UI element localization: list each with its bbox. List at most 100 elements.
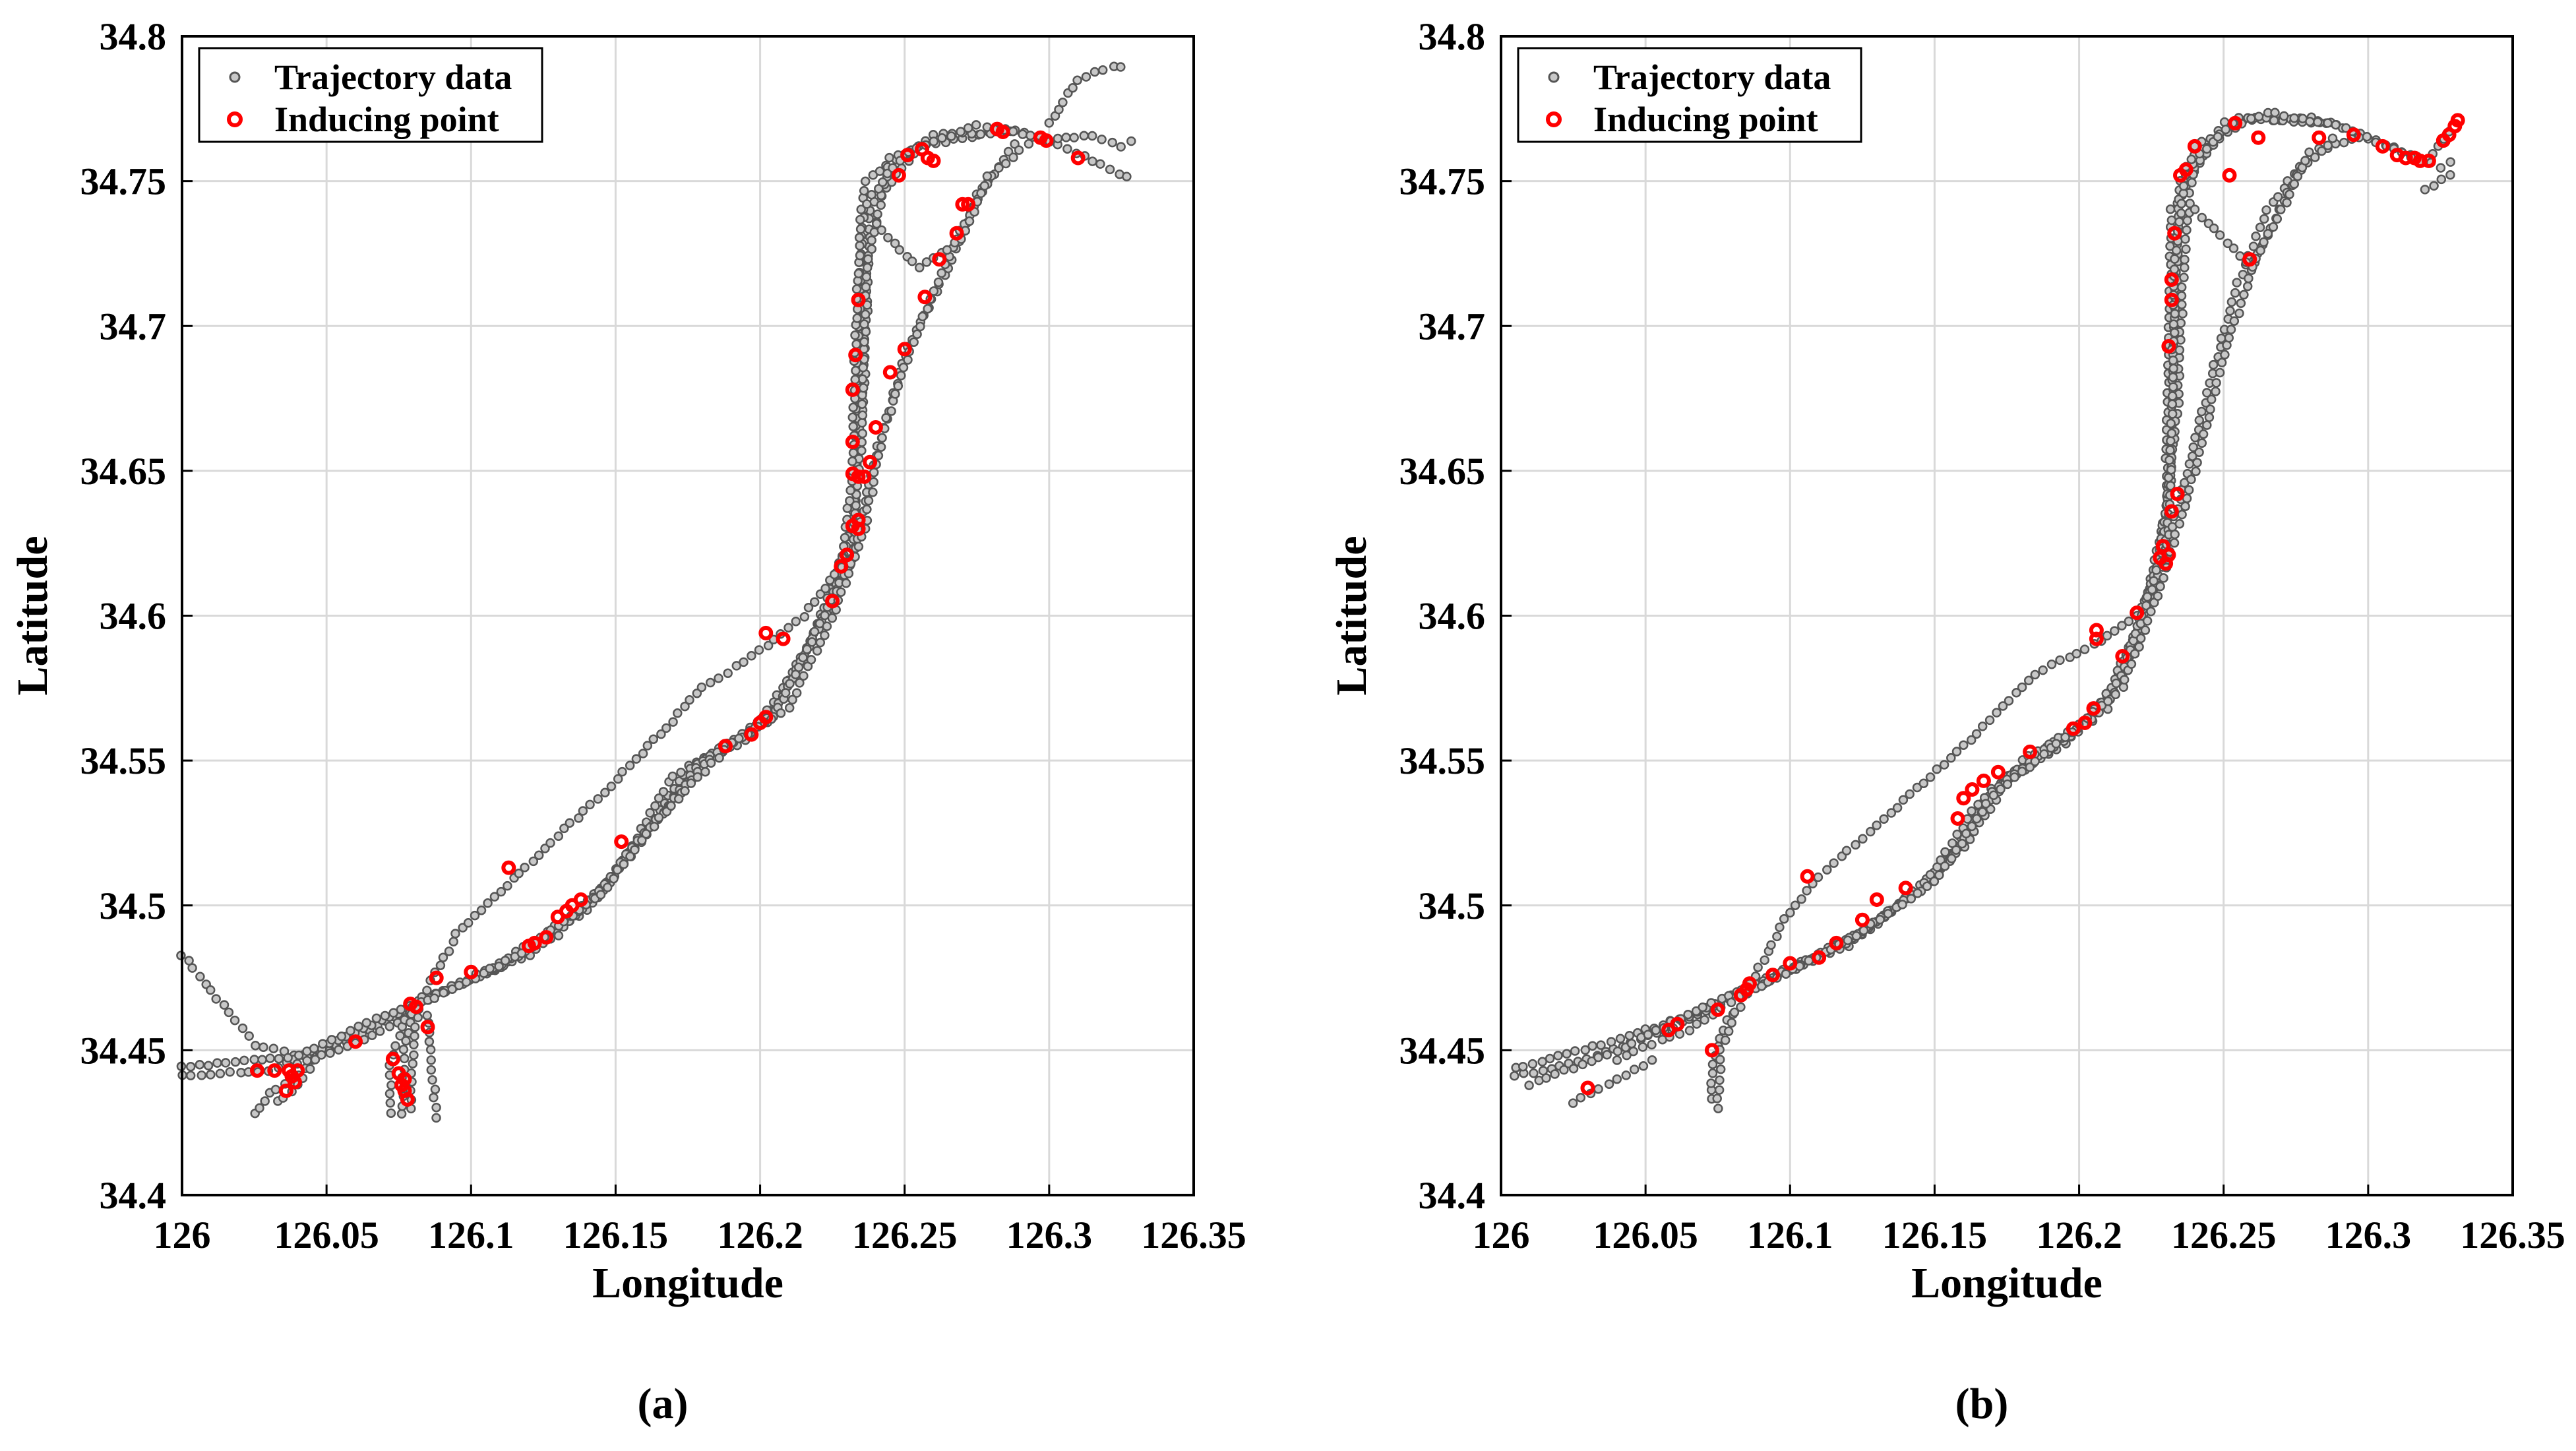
trajectory-point [270,1084,281,1095]
trajectory-point [2282,197,2292,208]
trajectory-point [666,801,676,811]
inducing-point [400,1092,415,1107]
trajectory-point [851,501,861,510]
trajectory-point [862,505,872,514]
inducing-point [1898,880,1913,896]
trajectory-point [863,495,874,506]
trajectory-point [2362,132,2372,142]
trajectory-point [696,682,707,693]
trajectory-point [1961,828,1971,839]
trajectory-point [438,952,448,962]
trajectory-point [2174,518,2185,529]
inducing-point [758,625,774,640]
inducing-point [995,125,1010,139]
x-tick-label: 126.1 [428,1214,514,1256]
grid [181,35,1195,1196]
trajectory-point [2445,170,2455,180]
trajectory-point [692,772,702,782]
trajectory-point [850,330,860,340]
trajectory-point [754,645,764,655]
trajectory-point [2276,204,2286,214]
trajectory-point [494,961,504,972]
trajectory-point [1604,1079,1614,1089]
trajectory-point [2011,688,2021,698]
trajectory-point [851,284,862,294]
trajectory-point [2030,669,2040,680]
trajectory-point [2103,696,2113,706]
inducing-point [718,739,733,754]
trajectory-point [802,644,812,654]
inducing-point [539,930,554,945]
panel-label-a: (a) [638,1380,689,1428]
trajectory-point [1518,1061,1528,1072]
x-tick-label: 126.25 [2171,1214,2277,1256]
trajectory-point [1053,133,1063,144]
trajectory-point [815,637,826,648]
trajectory-point [2209,223,2219,233]
legend-label-inducing: Inducing point [1593,100,1818,139]
trajectory-point [787,695,797,705]
trajectory-point [867,235,876,245]
trajectory-point [1116,62,1126,72]
trajectory-point [2176,199,2186,208]
trajectory-point [2273,192,2283,202]
inducing-point [1965,782,1980,797]
trajectory-point [929,286,939,296]
trajectory-point [1706,1078,1716,1088]
trajectory-point [617,766,627,777]
trajectory-point [2166,436,2176,446]
trajectory-point [2226,324,2236,334]
trajectory-point [1996,784,2006,794]
trajectory-point [1622,1050,1632,1061]
trajectory-point [435,960,446,970]
trajectory-point [1044,118,1055,128]
inducing-point [2187,139,2202,154]
trajectory-point [427,1075,437,1085]
trajectory-point [1858,834,1868,844]
y-tick-label: 34.45 [1399,1029,1486,1072]
trajectory-point [851,365,861,376]
trajectory-point [878,177,888,187]
trajectory-point [2197,438,2207,448]
trajectory-point [2055,655,2065,665]
inducing-point [278,1083,293,1098]
trajectory-point [1886,808,1897,818]
trajectory-point [890,238,900,249]
trajectory-point [2180,262,2190,272]
trajectory-point [1851,840,1860,850]
trajectory-point [714,753,724,763]
trajectory-point [185,1070,196,1080]
trajectory-point [2201,144,2212,154]
trajectory-point [1628,1046,1638,1057]
trajectory-point [219,1000,230,1010]
trajectory-point [1088,156,1097,166]
trajectory-point [2248,241,2259,251]
trajectory-point [2126,659,2137,669]
trajectory-point [2155,581,2165,592]
trajectory-point [2242,281,2253,292]
trajectory-point [2208,359,2219,370]
trajectory-point [2289,113,2299,123]
trajectory-point [894,245,905,255]
trajectory-point [2187,177,2197,188]
trajectory-point [375,1026,385,1036]
trajectory-point [795,678,805,688]
inducing-point [900,148,915,163]
trajectory-point [1713,1103,1723,1113]
trajectory-point [979,181,990,191]
trajectory-point [2339,137,2349,148]
inducing-point [2228,115,2243,131]
trajectory-point [2117,621,2127,631]
trajectory-point [829,569,840,580]
inducing-point [955,197,970,212]
trajectory-point [1683,1009,1693,1020]
x-tick-label: 126.15 [1882,1214,1988,1256]
y-axis-label: Latitude [9,536,57,695]
legend: Trajectory data Inducing point [198,47,543,143]
trajectory-point [1851,931,1862,941]
legend-label-trajectory: Trajectory data [274,57,512,97]
trajectory-point [936,268,946,278]
trajectory-point [257,1055,267,1065]
trajectory-point [1707,1068,1718,1078]
trajectory-point [2263,229,2273,239]
